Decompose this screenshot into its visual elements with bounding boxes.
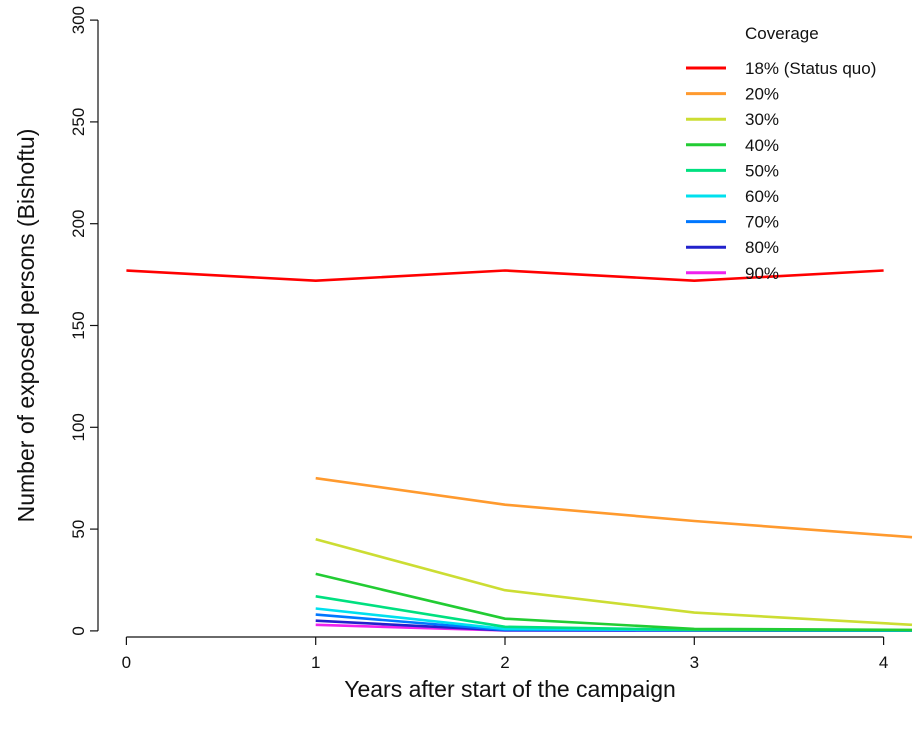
y-tick-label: 50 [69, 520, 88, 539]
legend: Coverage 18% (Status quo) 20% 30% 40% 50% 60%… [686, 24, 876, 283]
y-tick-label: 0 [69, 626, 88, 635]
legend-label: 90% [745, 264, 779, 283]
legend-item: 90% [686, 264, 779, 283]
legend-items: 18% (Status quo) 20% 30% 40% 50% 60% 70% 80% 90% [686, 59, 876, 283]
legend-label: 80% [745, 238, 779, 257]
axes: 0 50 100 150 200 250 300 0 1 2 3 4 [69, 6, 888, 672]
y-tick-label: 100 [69, 413, 88, 441]
legend-label: 50% [745, 161, 779, 180]
x-axis-title: Years after start of the campaign [344, 676, 676, 702]
y-axis-title: Number of exposed persons (Bishoftu) [13, 129, 39, 523]
legend-item: 30% [686, 110, 779, 129]
x-tick-label: 4 [879, 653, 888, 672]
x-tick-label: 2 [500, 653, 509, 672]
legend-item: 20% [686, 85, 779, 104]
legend-item: 40% [686, 136, 779, 155]
series-line-3 [315, 572, 913, 632]
legend-label: 30% [745, 110, 779, 129]
legend-title: Coverage [745, 24, 819, 43]
legend-label: 40% [745, 136, 779, 155]
legend-item: 70% [686, 213, 779, 232]
series-line-2 [315, 538, 913, 627]
y-tick-label: 300 [69, 6, 88, 34]
legend-label: 20% [745, 85, 779, 104]
y-ticks: 0 50 100 150 200 250 300 [69, 6, 98, 636]
y-tick-label: 200 [69, 210, 88, 238]
legend-item: 18% (Status quo) [686, 59, 876, 78]
x-tick-label: 0 [122, 653, 131, 672]
series-line-1 [315, 476, 913, 539]
legend-item: 50% [686, 161, 779, 180]
legend-label: 70% [745, 213, 779, 232]
x-ticks: 0 1 2 3 4 [122, 637, 888, 672]
series-line-0 [126, 269, 884, 283]
y-tick-label: 150 [69, 311, 88, 339]
series-lines [126, 269, 913, 633]
legend-label: 18% (Status quo) [745, 59, 876, 78]
legend-item: 60% [686, 187, 779, 206]
legend-item: 80% [686, 238, 779, 257]
y-tick-label: 250 [69, 108, 88, 136]
x-tick-label: 3 [690, 653, 699, 672]
legend-label: 60% [745, 187, 779, 206]
x-tick-label: 1 [311, 653, 320, 672]
